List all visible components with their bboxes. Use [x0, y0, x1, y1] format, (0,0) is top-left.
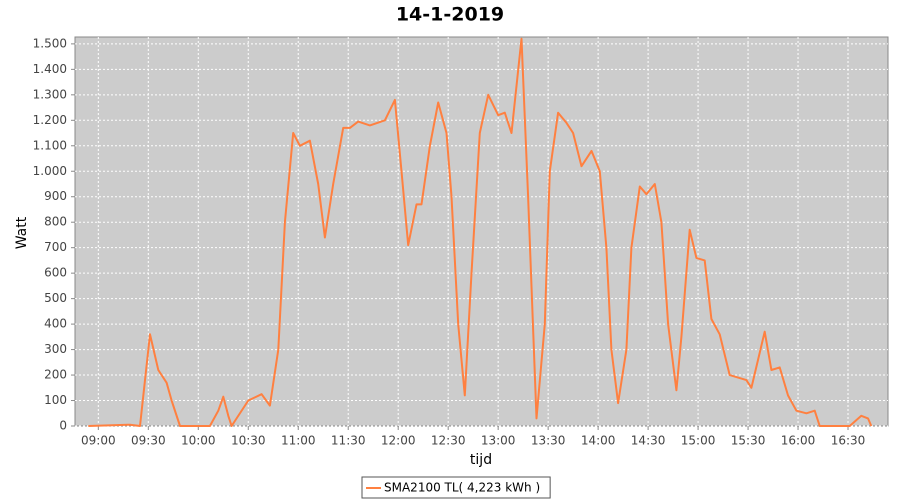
x-tick-label: 09:00 [81, 434, 116, 448]
x-tick-label: 14:30 [631, 434, 666, 448]
legend: SMA2100 TL( 4,223 kWh ) [361, 476, 551, 499]
y-tick-label: 1.000 [33, 164, 67, 178]
chart-title: 14-1-2019 [396, 4, 504, 26]
y-tick-label: 1.500 [33, 36, 67, 50]
y-tick-label: 200 [44, 368, 67, 382]
y-tick-label: 300 [44, 342, 67, 356]
y-tick-label: 900 [44, 189, 67, 203]
data-line [88, 37, 873, 427]
y-tick-label: 700 [44, 240, 67, 254]
x-tick-label: 14:00 [581, 434, 616, 448]
x-tick-label: 13:30 [531, 434, 566, 448]
legend-box [361, 476, 551, 499]
x-tick-label: 09:30 [131, 434, 166, 448]
legend-label: SMA2100 TL( 4,223 kWh ) [384, 481, 540, 495]
x-tick-label: 12:30 [431, 434, 466, 448]
y-tick-label: 100 [44, 393, 67, 407]
x-tick-label: 16:00 [781, 434, 816, 448]
x-tick-label: 13:00 [481, 434, 516, 448]
x-tick-label: 11:30 [331, 434, 366, 448]
y-tick-label: 600 [44, 266, 67, 280]
y-tick-label: 1.400 [33, 62, 67, 76]
y-tick-label: 400 [44, 317, 67, 331]
y-tick-label: 1.200 [33, 113, 67, 127]
y-tick-label: 800 [44, 215, 67, 229]
x-axis-label: tijd [470, 452, 492, 468]
x-tick-label: 16:30 [831, 434, 866, 448]
y-tick-label: 0 [59, 419, 67, 433]
x-tick-label: 15:00 [681, 434, 716, 448]
y-tick-label: 1.100 [33, 138, 67, 152]
y-tick-label: 1.300 [33, 87, 67, 101]
x-tick-label: 12:00 [381, 434, 416, 448]
plot-area [74, 36, 889, 427]
x-tick-label: 10:30 [231, 434, 266, 448]
y-tick-label: 500 [44, 291, 67, 305]
y-axis-label: Watt [14, 216, 30, 249]
x-tick-label: 15:30 [731, 434, 766, 448]
x-tick-label: 10:00 [181, 434, 216, 448]
x-tick-label: 11:00 [281, 434, 316, 448]
